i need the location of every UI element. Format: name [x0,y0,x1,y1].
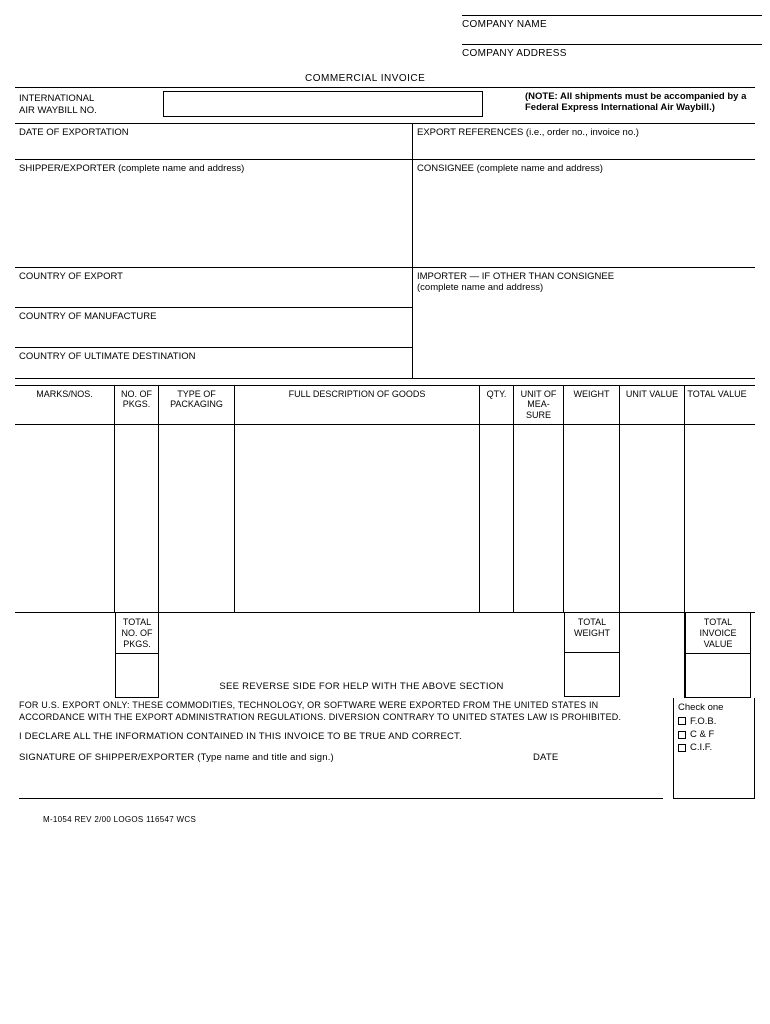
company-address-label: COMPANY ADDRESS [462,45,762,73]
document-title: COMMERCIAL INVOICE [15,73,755,87]
fob-label: F.O.B. [690,715,716,728]
checkbox-fob[interactable] [678,717,686,725]
col-marks-nos: MARKS/NOS. [15,386,115,424]
total-invoice-label: TOTAL INVOICE VALUE [685,613,751,654]
declaration-text: I DECLARE ALL THE INFORMATION CONTAINED … [15,731,667,752]
col-description: FULL DESCRIPTION OF GOODS [235,386,480,424]
waybill-input-box[interactable] [163,91,483,117]
company-name-label: COMPANY NAME [462,16,762,44]
total-pkgs-value[interactable] [115,654,159,698]
cif-label: C.I.F. [690,741,712,754]
total-pkgs-label: TOTAL NO. OF PKGS. [115,613,159,654]
consignee-field[interactable]: CONSIGNEE (complete name and address) [413,160,755,267]
export-disclaimer: FOR U.S. EXPORT ONLY: THESE COMMODITIES,… [15,698,667,731]
total-weight-label: TOTAL WEIGHT [564,613,620,653]
body-no-pkgs[interactable] [115,425,159,612]
total-invoice-value[interactable] [685,654,751,698]
check-one-title: Check one [678,701,750,714]
checkbox-cf[interactable] [678,731,686,739]
checkbox-cif[interactable] [678,744,686,752]
col-type-packaging: TYPE OF PACKAGING [159,386,235,424]
col-unit-value: UNIT VALUE [620,386,685,424]
body-unit-measure[interactable] [514,425,564,612]
country-manufacture-field[interactable]: COUNTRY OF MANUFACTURE [15,308,412,348]
body-weight[interactable] [564,425,620,612]
body-description[interactable] [235,425,480,612]
invoice-form: INTERNATIONAL AIR WAYBILL NO. (NOTE: All… [15,87,755,379]
form-code: M-1054 REV 2/00 LOGOS 116547 WCS [15,799,755,824]
header-company-block: COMPANY NAME COMPANY ADDRESS [462,15,762,73]
country-destination-field[interactable]: COUNTRY OF ULTIMATE DESTINATION [15,348,412,378]
body-type-packaging[interactable] [159,425,235,612]
col-unit-measure: UNIT OF MEA-SURE [514,386,564,424]
importer-field[interactable]: IMPORTER — IF OTHER THAN CONSIGNEE (comp… [413,268,755,378]
signature-label: SIGNATURE OF SHIPPER/EXPORTER (Type name… [19,752,533,763]
signature-line[interactable] [19,789,663,799]
col-no-pkgs: NO. OF PKGS. [115,386,159,424]
reverse-side-note: SEE REVERSE SIDE FOR HELP WITH THE ABOVE… [159,675,564,698]
col-total-value: TOTAL VALUE [685,386,749,424]
date-exportation-field[interactable]: DATE OF EXPORTATION [15,124,413,159]
body-qty[interactable] [480,425,514,612]
country-export-field[interactable]: COUNTRY OF EXPORT [15,268,412,308]
col-qty: QTY. [480,386,514,424]
shipper-exporter-field[interactable]: SHIPPER/EXPORTER (complete name and addr… [15,160,413,267]
export-references-field[interactable]: EXPORT REFERENCES (i.e., order no., invo… [413,124,755,159]
check-one-box: Check one F.O.B. C & F C.I.F. [673,698,755,799]
goods-table: MARKS/NOS. NO. OF PKGS. TYPE OF PACKAGIN… [15,385,755,613]
body-unit-value[interactable] [620,425,685,612]
total-weight-value[interactable] [564,653,620,697]
date-label: DATE [533,752,663,763]
waybill-note: (NOTE: All shipments must be accompanied… [521,88,755,123]
col-weight: WEIGHT [564,386,620,424]
body-total-value[interactable] [685,425,749,612]
body-marks-nos[interactable] [15,425,115,612]
waybill-label: INTERNATIONAL AIR WAYBILL NO. [15,88,163,123]
cf-label: C & F [690,728,714,741]
